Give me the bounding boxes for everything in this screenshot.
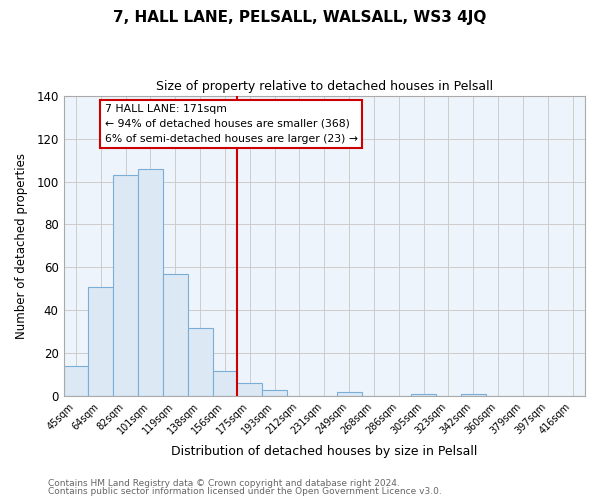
Text: 7 HALL LANE: 171sqm
← 94% of detached houses are smaller (368)
6% of semi-detach: 7 HALL LANE: 171sqm ← 94% of detached ho… bbox=[104, 104, 358, 144]
Text: Contains HM Land Registry data © Crown copyright and database right 2024.: Contains HM Land Registry data © Crown c… bbox=[48, 478, 400, 488]
Bar bbox=[212, 370, 238, 396]
Bar bbox=[163, 274, 188, 396]
Bar bbox=[337, 392, 362, 396]
Title: Size of property relative to detached houses in Pelsall: Size of property relative to detached ho… bbox=[156, 80, 493, 93]
Bar bbox=[262, 390, 287, 396]
Bar bbox=[411, 394, 436, 396]
Bar bbox=[188, 328, 212, 396]
Y-axis label: Number of detached properties: Number of detached properties bbox=[15, 153, 28, 339]
Bar bbox=[238, 384, 262, 396]
Text: 7, HALL LANE, PELSALL, WALSALL, WS3 4JQ: 7, HALL LANE, PELSALL, WALSALL, WS3 4JQ bbox=[113, 10, 487, 25]
Bar bbox=[113, 175, 138, 396]
Bar bbox=[88, 287, 113, 397]
Bar bbox=[138, 168, 163, 396]
Bar bbox=[64, 366, 88, 396]
Bar bbox=[461, 394, 485, 396]
Text: Contains public sector information licensed under the Open Government Licence v3: Contains public sector information licen… bbox=[48, 487, 442, 496]
X-axis label: Distribution of detached houses by size in Pelsall: Distribution of detached houses by size … bbox=[171, 444, 478, 458]
